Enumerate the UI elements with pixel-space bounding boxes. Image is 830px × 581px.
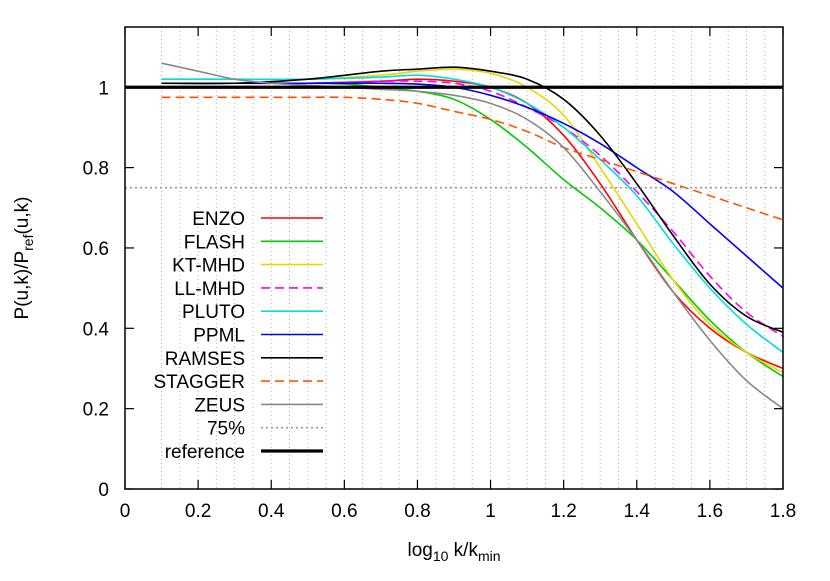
legend-label-ppml: PPML (193, 326, 245, 347)
legend-label-enzo: ENZO (192, 209, 245, 230)
x-tick-label: 0.4 (258, 501, 285, 522)
legend-label-pluto: PLUTO (182, 302, 245, 323)
x-tick-label: 0 (120, 501, 131, 522)
series-line-stagger (161, 96, 784, 221)
x-tick-label: 1.4 (624, 501, 651, 522)
y-axis-label-sub: ref (20, 234, 36, 250)
x-axis-label-var: k/k (448, 540, 478, 561)
legend-label-zeus: ZEUS (194, 395, 245, 416)
series-line-ramses (161, 66, 784, 334)
x-tick-label: 1.2 (550, 501, 576, 522)
x-tick-label: 0.8 (404, 501, 430, 522)
y-axis-label-post: (u,k) (12, 197, 33, 235)
plot-frame (124, 26, 784, 490)
legend-label-kt-mhd: KT-MHD (172, 256, 245, 277)
legend-label-reference: reference (165, 442, 245, 463)
legend-label-stagger: STAGGER (154, 372, 246, 393)
x-axis-label-base: log (407, 540, 432, 561)
x-tick-label: 1.8 (770, 501, 796, 522)
y-axis-label-pre: P(u,k)/P (12, 251, 33, 320)
x-axis-label-var-sub: min (478, 548, 501, 564)
y-axis-label: P(u,k)/Pref(u,k) (12, 197, 36, 320)
y-tick-label: 0.4 (83, 319, 110, 340)
axis-ticks: 0 0.2 0.4 0.6 0.8 1 1.2 1.4 1.6 1.8 0 0.2 0.4 0.6 0.8 1 (83, 27, 796, 522)
series-line-ppml (161, 82, 784, 289)
x-tick-label: 0.6 (331, 501, 357, 522)
x-axis-label-base-sub: 10 (433, 548, 449, 564)
series-layer (125, 62, 784, 410)
x-tick-label: 1.6 (697, 501, 723, 522)
y-tick-label: 0.8 (83, 159, 109, 180)
legend-label-ll-mhd: LL-MHD (174, 279, 245, 300)
y-tick-label: 0.2 (83, 400, 109, 421)
y-tick-label: 0.6 (83, 239, 109, 260)
legend-label-ramses: RAMSES (165, 349, 245, 370)
y-tick-label: 0 (98, 480, 109, 501)
legend-label-75: 75% (207, 419, 245, 440)
series-line-zeus (161, 62, 784, 410)
x-tick-label: 0.2 (185, 501, 211, 522)
x-axis-label: log10 k/kmin (407, 540, 500, 564)
legend-label-flash: FLASH (184, 232, 245, 253)
y-tick-label: 1 (98, 78, 109, 99)
x-tick-label: 1 (485, 501, 496, 522)
